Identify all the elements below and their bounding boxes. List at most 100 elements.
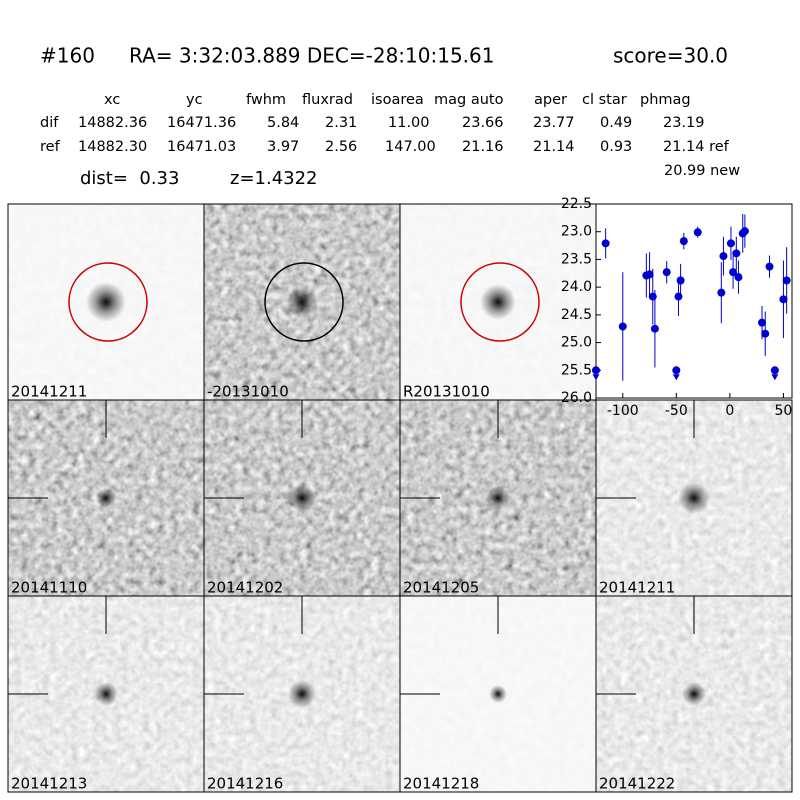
aperture xyxy=(264,262,344,342)
point xyxy=(726,239,735,248)
point xyxy=(779,295,788,304)
table-cell: 14882.36 xyxy=(78,115,147,131)
table-cell: 23.77 xyxy=(533,115,575,131)
x-tick-label: -100 xyxy=(607,403,639,419)
point xyxy=(650,324,659,333)
source xyxy=(94,682,118,706)
column-header: isoarea xyxy=(371,92,424,108)
plot-area xyxy=(595,203,793,399)
y-tick-label: 24.5 xyxy=(561,307,592,323)
stamp-label: 20141110 xyxy=(11,579,87,597)
point xyxy=(601,239,610,248)
stamp-label: 20141211 xyxy=(11,383,87,401)
point xyxy=(732,249,741,258)
source xyxy=(682,682,706,706)
column-header: fwhm xyxy=(246,92,286,108)
x-tick-label: 50 xyxy=(775,403,793,419)
stamp-label: -20131010 xyxy=(207,383,289,401)
score: score=30.0 xyxy=(613,44,728,68)
point xyxy=(618,322,627,331)
point xyxy=(734,273,743,282)
column-header: phmag xyxy=(640,92,691,108)
point xyxy=(662,268,671,277)
point xyxy=(693,228,702,237)
limit-point xyxy=(770,366,779,375)
point xyxy=(729,268,738,277)
stamp-label: R20131010 xyxy=(403,383,490,401)
table-cell: 21.14 ref xyxy=(663,139,730,155)
column-header: cl star xyxy=(582,92,627,108)
table-cell: 11.00 xyxy=(388,115,430,131)
point xyxy=(761,329,770,338)
point xyxy=(674,292,683,301)
table-cell: 5.84 xyxy=(267,115,299,131)
point xyxy=(717,288,726,297)
source xyxy=(480,284,516,320)
point xyxy=(679,237,688,246)
aperture xyxy=(68,262,148,342)
column-header: fluxrad xyxy=(302,92,353,108)
source xyxy=(489,685,507,703)
table-cell: 147.00 xyxy=(385,139,436,155)
source xyxy=(288,680,316,708)
point xyxy=(740,227,749,236)
x-tick-label: 0 xyxy=(725,403,734,419)
point xyxy=(648,292,657,301)
stamp-label: 20141213 xyxy=(11,775,87,793)
table-cell: ref xyxy=(40,139,61,155)
stamp-label: 20141222 xyxy=(599,775,675,793)
coords: RA= 3:32:03.889 DEC=-28:10:15.61 xyxy=(129,44,494,68)
stamp-label: 20141216 xyxy=(207,775,283,793)
x-tick-label: -50 xyxy=(665,403,688,419)
stamp-label: 20141202 xyxy=(207,579,283,597)
table-cell: 14882.30 xyxy=(78,139,147,155)
y-tick-label: 23.5 xyxy=(561,251,592,267)
y-tick-label: 23.0 xyxy=(561,224,592,240)
column-header: xc xyxy=(104,92,120,108)
dist: dist= 0.33 xyxy=(80,168,179,189)
stamp-label: 20141211 xyxy=(599,579,675,597)
table-cell: 2.31 xyxy=(325,115,357,131)
point xyxy=(645,270,654,279)
column-header: mag auto xyxy=(434,92,504,108)
y-tick-label: 25.5 xyxy=(561,362,592,378)
y-tick-label: 24.0 xyxy=(561,279,592,295)
y-tick-label: 25.0 xyxy=(561,335,592,351)
limit-point xyxy=(672,366,681,375)
table-cell: 3.97 xyxy=(267,139,299,155)
source xyxy=(678,482,710,514)
point xyxy=(676,276,685,285)
candidate-id: #160 xyxy=(40,44,95,68)
table-cell: 23.19 xyxy=(663,115,705,131)
limit-arrow xyxy=(592,374,600,381)
y-tick-label: 26.0 xyxy=(561,390,592,406)
point xyxy=(765,262,774,271)
source xyxy=(286,286,318,318)
table-cell: dif xyxy=(40,115,59,131)
table-cell: 0.49 xyxy=(600,115,632,131)
column-header: yc xyxy=(186,92,203,108)
point xyxy=(758,318,767,327)
table-cell: 23.66 xyxy=(462,115,504,131)
source xyxy=(96,488,116,508)
table-cell: 16471.36 xyxy=(167,115,236,131)
table-cell: 2.56 xyxy=(325,139,357,155)
limit-point xyxy=(592,366,600,375)
table-cell: 0.93 xyxy=(600,139,632,155)
table-cell: 16471.03 xyxy=(167,139,236,155)
limit-arrow xyxy=(771,374,779,381)
point xyxy=(719,252,728,261)
stamp-label: 20141218 xyxy=(403,775,479,793)
point xyxy=(782,276,791,285)
redshift: z=1.4322 xyxy=(230,168,318,189)
aperture xyxy=(460,262,540,342)
y-tick-label: 22.5 xyxy=(561,196,592,212)
source xyxy=(86,282,126,322)
table-cell: 21.14 xyxy=(533,139,575,155)
source xyxy=(288,484,316,512)
stamp-label: 20141205 xyxy=(403,579,479,597)
source xyxy=(486,486,510,510)
limit-arrow xyxy=(672,374,680,381)
